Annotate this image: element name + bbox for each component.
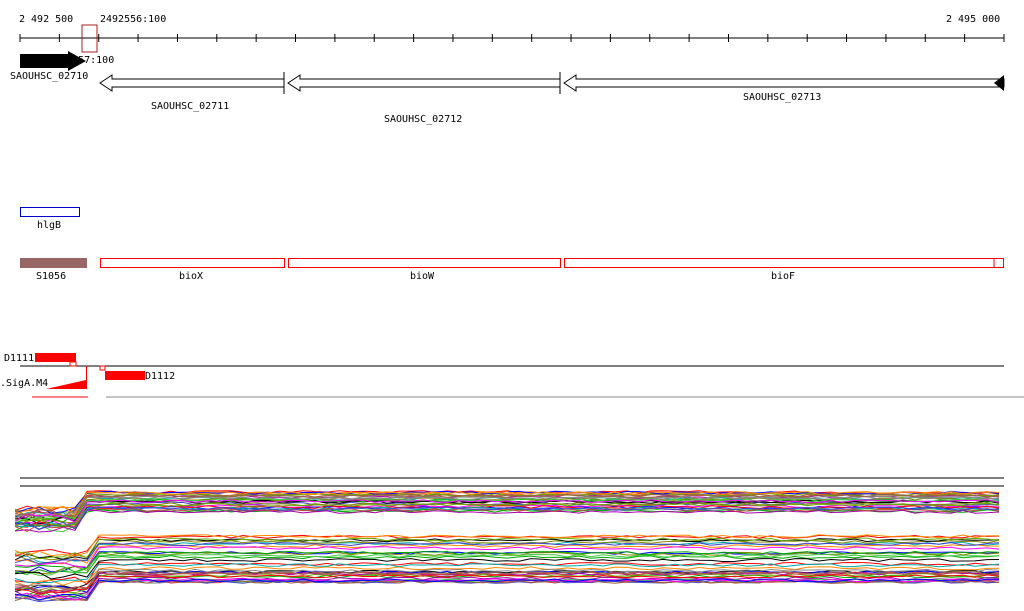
expression-trace <box>14 574 1000 595</box>
feature-label: bioX <box>179 271 203 282</box>
feature-hlgB[interactable] <box>20 207 80 217</box>
expression-trace <box>14 539 1000 561</box>
gene-arrow-SAOUHSC_02711[interactable] <box>99 74 285 92</box>
expression-trace <box>14 574 1000 598</box>
expression-trace <box>14 507 1000 532</box>
expression-trace <box>14 509 1000 533</box>
ruler-start-label: 2 492 500 <box>19 14 73 25</box>
expression-trace <box>14 495 1000 519</box>
gene-label: SAOUHSC_02713 <box>743 92 821 103</box>
regulon-label-right: D1112 <box>145 371 175 382</box>
gene-arrow-SAOUHSC_02713[interactable] <box>563 74 1005 92</box>
expression-profiles-bottom <box>14 534 1000 603</box>
feature-bioF[interactable] <box>564 258 1004 268</box>
expression-trace <box>14 505 1000 528</box>
feature-label: S1056 <box>36 271 66 282</box>
expression-trace <box>14 537 1000 560</box>
expression-trace <box>14 578 1000 601</box>
expression-trace <box>14 571 1000 591</box>
cursor-marker[interactable] <box>81 24 98 53</box>
expression-trace <box>14 506 1000 530</box>
expression-trace <box>14 502 1000 524</box>
expression-trace <box>14 579 1000 603</box>
expression-trace <box>14 551 1000 575</box>
gene-label: SAOUHSC_02712 <box>384 114 462 125</box>
expression-trace <box>14 563 1000 583</box>
gene-arrow-SAOUHSC_02712[interactable] <box>287 74 561 92</box>
feature-bioX[interactable] <box>100 258 285 268</box>
regulon-D1112[interactable] <box>105 371 145 380</box>
regulon-label-left: D1111 <box>4 353 34 364</box>
expression-trace <box>14 579 1000 602</box>
cursor-position-label: 2492556:100 <box>100 14 166 25</box>
gene-label: SAOUHSC_02710 <box>10 71 88 82</box>
gene-arrow-SAOUHSC_02710[interactable] <box>20 51 86 71</box>
expression-trace <box>14 499 1000 523</box>
feature-S1056[interactable] <box>20 258 87 268</box>
regulation-track: D1111 D1112 .SigA.M4 <box>0 353 1024 398</box>
expression-trace <box>14 502 1000 527</box>
expression-trace <box>14 553 1000 576</box>
feature-bioW[interactable] <box>288 258 561 268</box>
expression-trace <box>14 546 1000 568</box>
expression-trace <box>14 568 1000 591</box>
operon-track: S1056 bioX bioW bioF <box>20 258 1004 282</box>
feature-label: hlgB <box>37 220 61 231</box>
gene-label: SAOUHSC_02711 <box>151 101 229 112</box>
expression-trace <box>14 538 1000 561</box>
expression-trace <box>14 493 1000 518</box>
expression-trace <box>14 566 1000 587</box>
gene-track: SAOUHSC_02710 SAOUHSC_02711 SAOUHSC_0271… <box>10 51 1005 125</box>
expression-profiles-top <box>14 477 1004 533</box>
expression-trace <box>14 491 1000 516</box>
expression-trace <box>14 561 1000 585</box>
ruler-end-label: 2 495 000 <box>946 14 1000 25</box>
expression-trace <box>14 578 999 601</box>
feature-label: bioF <box>771 271 795 282</box>
motif-SigA-M4[interactable] <box>46 366 87 389</box>
feature-label: bioW <box>410 271 435 282</box>
expression-trace <box>14 534 1000 557</box>
expression-trace <box>14 558 1000 580</box>
coordinate-ruler: 2 492 500 2 495 000 2492556:100 2492557:… <box>19 14 1005 66</box>
regulon-D1111[interactable] <box>35 353 76 362</box>
expression-trace <box>14 550 1000 573</box>
hlgB-track: hlgB <box>20 207 80 231</box>
expression-trace <box>14 555 1000 575</box>
expression-trace <box>14 542 1000 565</box>
motif-label: .SigA.M4 <box>0 378 48 389</box>
